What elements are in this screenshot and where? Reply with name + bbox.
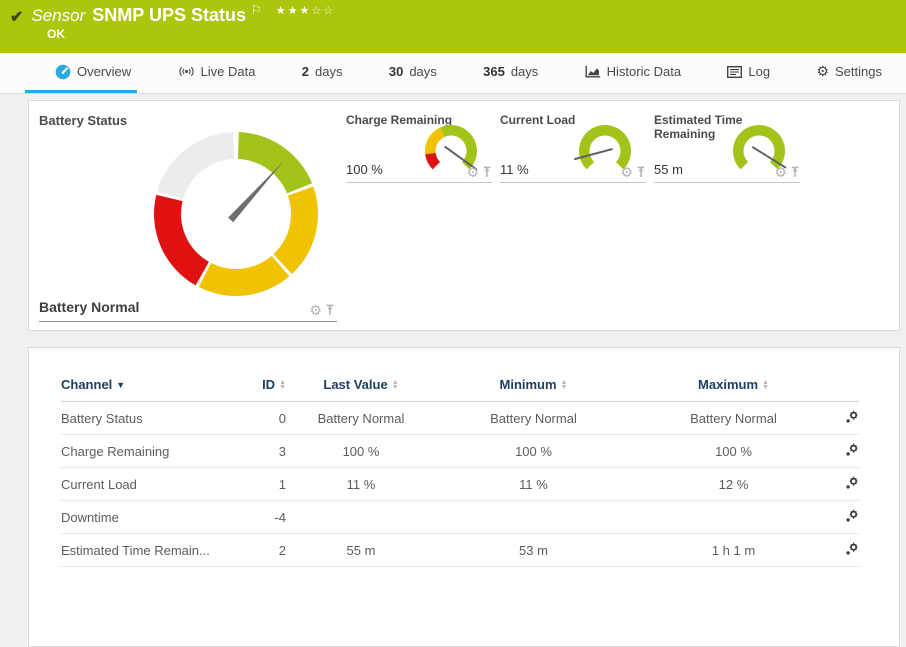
column-header-last-value[interactable]: Last Value ▲ ▼ — [323, 377, 399, 392]
sensor-kind-label: Sensor — [31, 6, 86, 25]
table-row-estimated-time[interactable]: Estimated Time Remain... 2 55 m 53 m 1 h… — [61, 534, 859, 567]
sensor-status-text: OK — [47, 27, 65, 41]
flag-icon[interactable]: ⚐ — [250, 3, 262, 17]
gauge-svg — [574, 124, 631, 170]
estimated-time-gauge — [728, 120, 790, 180]
tab-30-days[interactable]: 30 days — [383, 53, 443, 93]
battery-status-panel: Battery Status Battery Normal ⚙ Charge R… — [28, 100, 900, 331]
area-chart-icon — [585, 65, 600, 78]
battery-status-gauge — [151, 129, 321, 299]
sensor-status-bar: ✔ Sensor SNMP UPS Status ⚐ ★★★☆☆ OK — [0, 0, 906, 53]
table-row-charge-remaining[interactable]: Charge Remaining 3 100 % 100 % 100 % — [61, 435, 859, 468]
channel-table: Channel ▼ ID ▲ ▼ Last Value ▲ ▼ Minimum ▲ ▼… — [29, 348, 899, 567]
channel-settings-icon[interactable] — [845, 443, 859, 457]
gauge-svg — [424, 125, 478, 171]
gear-icon: ⚙ — [816, 63, 830, 79]
table-row-current-load[interactable]: Current Load 1 11 % 11 % 12 % — [61, 468, 859, 501]
table-header-row: Channel ▼ ID ▲ ▼ Last Value ▲ ▼ Minimum ▲ ▼… — [61, 368, 859, 402]
pin-icon[interactable] — [790, 166, 800, 179]
tab-365-days[interactable]: 365 days — [477, 53, 544, 93]
channel-settings-icon[interactable] — [845, 410, 859, 424]
mini-value: 11 % — [500, 162, 529, 177]
sort-icon: ▲ ▼ — [279, 378, 286, 391]
tab-bar: Overview Live Data 2 days 30 days 365 da… — [0, 53, 906, 94]
mini-panel-current-load: Current Load 11 % ⚙ — [500, 113, 646, 183]
table-row-battery-status[interactable]: Battery Status 0 Battery Normal Battery … — [61, 402, 859, 435]
mini-title: Estimated Time Remaining — [654, 113, 743, 141]
battery-footer: Battery Normal ⚙ — [39, 299, 337, 322]
mini-panel-charge-remaining: Charge Remaining 100 % ⚙ — [346, 113, 492, 183]
tab-log[interactable]: Log — [721, 53, 776, 93]
channel-gear-icon[interactable]: ⚙ — [466, 164, 479, 180]
tab-historic-data-label: Historic Data — [606, 64, 682, 79]
tab-30-days-label: days — [409, 64, 437, 79]
table-row-downtime[interactable]: Downtime -4 — [61, 501, 859, 534]
tab-live-data[interactable]: Live Data — [172, 53, 262, 93]
current-load-gauge — [574, 120, 636, 180]
broadcast-icon — [178, 66, 194, 77]
tab-2-days-number: 2 — [301, 64, 310, 79]
channel-settings-icon[interactable] — [845, 509, 859, 523]
column-header-id[interactable]: ID ▲ ▼ — [262, 377, 286, 392]
log-icon — [727, 65, 743, 78]
sort-icon: ▲ ▼ — [391, 378, 399, 391]
channel-gear-icon[interactable]: ⚙ — [620, 164, 633, 180]
column-header-minimum[interactable]: Minimum ▲ ▼ — [499, 377, 568, 392]
tab-historic-data[interactable]: Historic Data — [579, 53, 687, 93]
tab-settings[interactable]: ⚙ Settings — [810, 53, 888, 93]
mini-value: 55 m — [654, 162, 683, 177]
tab-log-label: Log — [748, 64, 771, 79]
tab-settings-label: Settings — [835, 64, 882, 79]
rating-stars[interactable]: ★★★☆☆ — [275, 5, 336, 17]
channel-gear-icon[interactable]: ⚙ — [774, 164, 787, 180]
mini-title: Current Load — [500, 113, 576, 127]
tab-2-days-label: days — [315, 64, 343, 79]
tab-live-data-label: Live Data — [200, 64, 256, 79]
tab-2-days[interactable]: 2 days — [296, 53, 349, 93]
channel-gear-icon[interactable]: ⚙ — [309, 302, 322, 318]
tab-overview[interactable]: Overview — [25, 53, 138, 93]
status-check-icon: ✔ — [10, 9, 24, 26]
battery-panel-title: Battery Status — [39, 113, 128, 128]
mini-title: Charge Remaining — [346, 113, 453, 127]
channel-settings-icon[interactable] — [845, 542, 859, 556]
pin-icon[interactable] — [636, 166, 646, 179]
channel-settings-icon[interactable] — [845, 476, 859, 490]
mini-value: 100 % — [346, 162, 383, 177]
sensor-title: SNMP UPS Status — [92, 5, 246, 25]
column-header-channel[interactable]: Channel ▼ — [61, 377, 126, 392]
battery-status-label: Battery Normal — [39, 299, 140, 315]
tab-overview-label: Overview — [77, 64, 132, 79]
sort-icon: ▲ ▼ — [560, 378, 568, 391]
sort-icon: ▲ ▼ — [762, 378, 769, 391]
gauge-svg — [733, 124, 787, 170]
tab-30-days-number: 30 — [388, 64, 404, 79]
gauge-svg — [154, 132, 319, 296]
pin-icon[interactable] — [325, 304, 335, 317]
channel-table-panel: Channel ▼ ID ▲ ▼ Last Value ▲ ▼ Minimum ▲ ▼… — [28, 347, 900, 647]
sort-desc-icon: ▼ — [116, 379, 126, 390]
mini-panel-estimated-time: Estimated Time Remaining 55 m ⚙ — [654, 113, 800, 183]
tab-365-days-number: 365 — [483, 64, 505, 79]
charge-remaining-gauge — [420, 120, 482, 180]
pin-icon[interactable] — [482, 166, 492, 179]
tab-365-days-label: days — [510, 64, 539, 79]
column-header-maximum[interactable]: Maximum ▲ ▼ — [698, 377, 769, 392]
gauge-icon — [55, 64, 71, 79]
